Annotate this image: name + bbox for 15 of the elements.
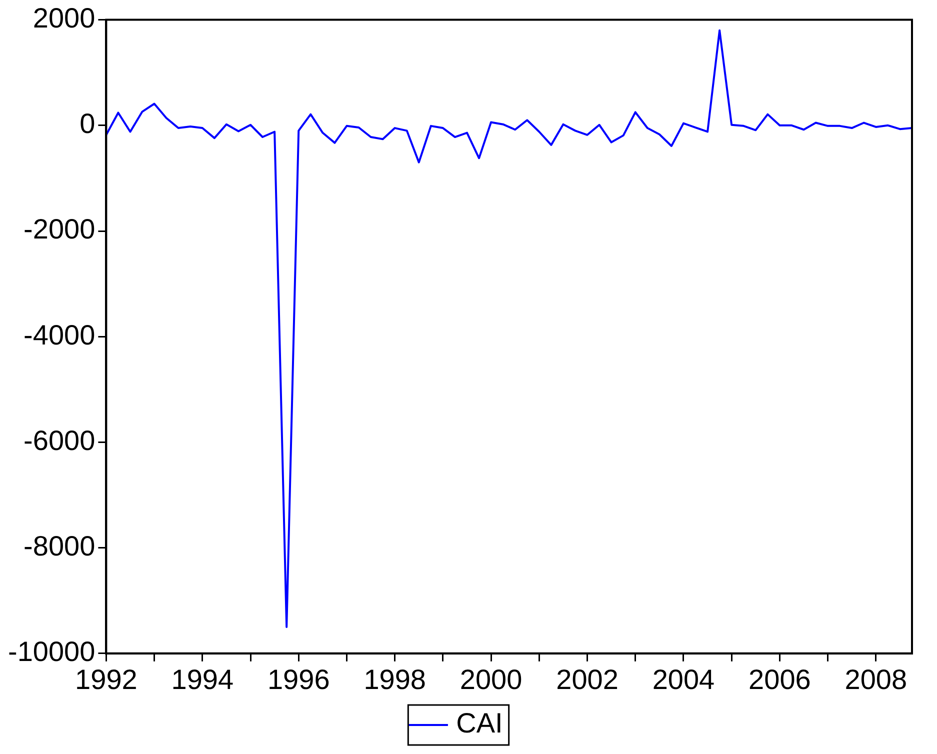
x-tick-label: 2000 (460, 664, 522, 695)
x-tick-label: 2008 (844, 664, 908, 695)
y-tick-label: -4000 (24, 319, 96, 350)
x-tick-label: 2002 (556, 664, 618, 695)
y-tick-label: 2000 (32, 2, 96, 34)
legend-label: CAI (456, 708, 503, 739)
y-tick-label: -8000 (24, 530, 96, 562)
x-tick-label: 2006 (748, 664, 811, 695)
x-tick-label: 2004 (652, 664, 715, 695)
y-tick-label: -2000 (24, 214, 96, 245)
x-tick-label: 1996 (267, 664, 330, 695)
x-tick-label: 1998 (364, 664, 426, 695)
y-tick-label: -6000 (24, 424, 96, 456)
y-tick-label: 0 (80, 108, 96, 140)
x-tick-label: 1994 (171, 664, 234, 695)
